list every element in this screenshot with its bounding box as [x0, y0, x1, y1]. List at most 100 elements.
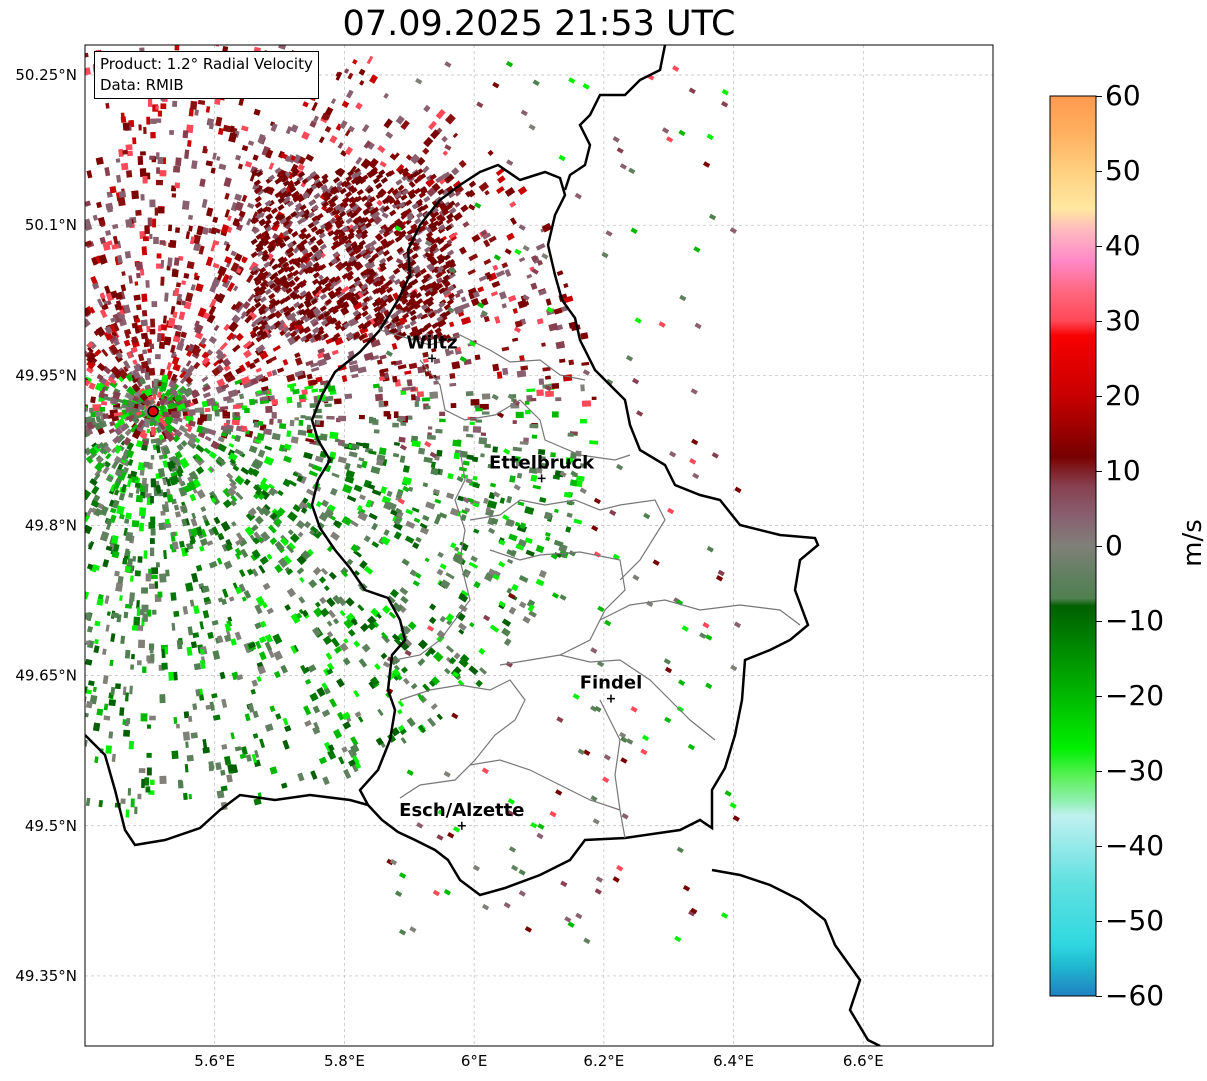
echo-pixel	[379, 288, 387, 295]
echo-pixel	[170, 592, 177, 601]
echo-pixel	[174, 182, 181, 189]
echo-pixel	[311, 388, 319, 393]
echo-pixel	[292, 504, 302, 513]
echo-pixel	[404, 233, 412, 241]
echo-pixel	[397, 262, 405, 269]
echo-pixel	[439, 245, 447, 253]
echo-pixel	[493, 254, 501, 261]
echo-pixel	[321, 173, 329, 181]
echo-pixel	[225, 419, 231, 425]
echo-pixel	[110, 316, 117, 323]
echo-pixel	[88, 382, 96, 390]
echo-pixel	[304, 290, 312, 298]
echo-pixel	[235, 586, 242, 595]
echo-pixel	[330, 257, 338, 265]
echo-pixel	[414, 271, 422, 279]
echo-pixel	[366, 170, 374, 178]
echo-pixel	[350, 177, 359, 185]
echo-pixel	[485, 506, 491, 513]
echo-pixel	[238, 98, 245, 106]
echo-pixel	[420, 335, 429, 342]
echo-pixel	[271, 432, 281, 441]
colorbar-tick-label: 40	[1105, 229, 1141, 262]
echo-pixel	[524, 400, 530, 405]
echo-pixel	[375, 182, 383, 190]
echo-pixel	[221, 744, 228, 750]
echo-pixel	[320, 567, 329, 576]
echo-pixel	[429, 173, 437, 181]
echo-pixel	[458, 159, 467, 168]
colorbar-tick-mark	[1096, 96, 1102, 97]
echo-pixel	[318, 576, 327, 584]
echo-pixel	[532, 484, 542, 490]
echo-pixel	[255, 233, 263, 240]
echo-pixel	[327, 749, 337, 760]
echo-pixel	[201, 356, 211, 366]
echo-pixel	[410, 683, 418, 690]
echo-pixel	[417, 639, 428, 650]
echo-pixel	[254, 515, 264, 525]
echo-pixel	[398, 232, 406, 239]
echo-pixel	[269, 306, 277, 314]
echo-pixel	[256, 329, 264, 336]
echo-pixel	[518, 575, 529, 583]
echo-pixel	[297, 319, 305, 327]
echo-pixel	[464, 571, 471, 577]
echo-pixel	[305, 502, 314, 510]
echo-pixel	[131, 336, 139, 344]
echo-pixel	[512, 446, 522, 452]
echo-pixel	[87, 541, 95, 550]
echo-pixel	[260, 506, 271, 517]
echo-pixel	[231, 314, 241, 324]
x-tick-label: 6.6°E	[843, 1052, 884, 1070]
echo-pixel	[116, 174, 122, 183]
echo-pixel	[86, 354, 98, 366]
echo-pixel	[87, 429, 94, 436]
echo-pixel	[195, 564, 203, 572]
echo-pixel	[488, 235, 497, 243]
echo-pixel	[382, 249, 390, 257]
echo-pixel	[171, 750, 179, 760]
echo-pixel	[480, 229, 487, 237]
echo-pixel	[535, 544, 545, 554]
echo-pixel	[150, 318, 156, 328]
echo-pixel	[449, 262, 457, 269]
echo-pixel	[147, 348, 153, 353]
echo-pixel	[422, 351, 429, 358]
echo-pixel	[268, 483, 275, 490]
echo-pixel	[341, 570, 349, 578]
echo-pixel	[429, 222, 437, 229]
echo-pixel	[546, 306, 554, 314]
echo-pixel	[386, 490, 393, 498]
echo-pixel	[254, 201, 262, 209]
echo-pixel	[474, 354, 481, 361]
echo-pixel	[472, 502, 480, 508]
echo-pixel	[363, 352, 375, 362]
echo-pixel	[354, 247, 362, 255]
echo-pixel	[224, 755, 232, 766]
echo-pixel	[306, 488, 315, 496]
echo-pixel	[143, 342, 149, 348]
echo-pixel	[438, 178, 446, 185]
echo-pixel	[183, 370, 193, 380]
echo-pixel	[392, 267, 401, 275]
echo-pixel	[94, 461, 105, 472]
echo-pixel	[359, 80, 365, 86]
echo-pixel	[468, 253, 479, 262]
echo-pixel	[136, 426, 144, 433]
echo-pixel	[248, 305, 257, 314]
echo-pixel	[96, 708, 104, 716]
echo-pixel	[100, 442, 109, 450]
echo-pixel	[170, 373, 178, 382]
echo-pixel	[583, 749, 591, 756]
echo-pixel	[278, 45, 288, 50]
echo-pixel	[415, 77, 423, 85]
echo-pixel	[560, 880, 568, 888]
echo-pixel	[518, 257, 526, 263]
belgium-france-border	[85, 734, 369, 847]
echo-pixel	[251, 265, 259, 272]
echo-pixel	[86, 625, 94, 633]
echo-pixel	[453, 212, 463, 222]
echo-pixel	[428, 264, 436, 272]
echo-pixel	[401, 558, 410, 567]
